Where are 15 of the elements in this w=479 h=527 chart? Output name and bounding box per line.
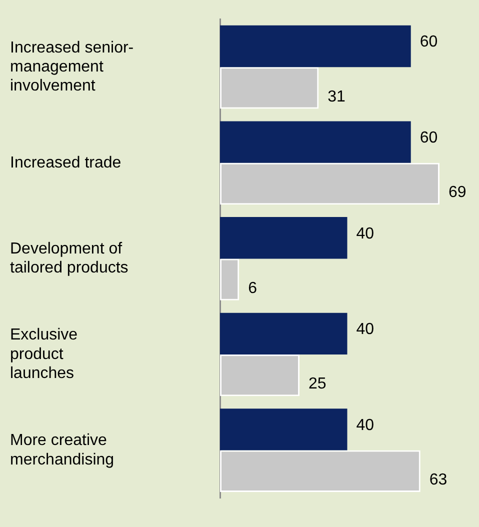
y-tick-label: Development of tailored products: [10, 240, 128, 277]
data-label: 31: [328, 88, 346, 106]
data-label: 40: [356, 321, 374, 338]
y-tick-label: Exclusive product launches: [10, 326, 78, 382]
data-label: 60: [420, 34, 438, 51]
data-label: 63: [429, 472, 448, 489]
data-label: 69: [448, 184, 466, 202]
data-label: 40: [356, 416, 374, 434]
y-tick-label: Increased trade: [10, 154, 122, 172]
y-tick-label: More creative merchandising: [10, 432, 114, 468]
y-tick-label: Increased senior- management involvement: [10, 39, 134, 95]
data-label: 6: [248, 280, 258, 297]
data-label: 25: [308, 376, 326, 393]
data-label: 60: [420, 129, 438, 146]
data-label: 40: [356, 225, 374, 242]
